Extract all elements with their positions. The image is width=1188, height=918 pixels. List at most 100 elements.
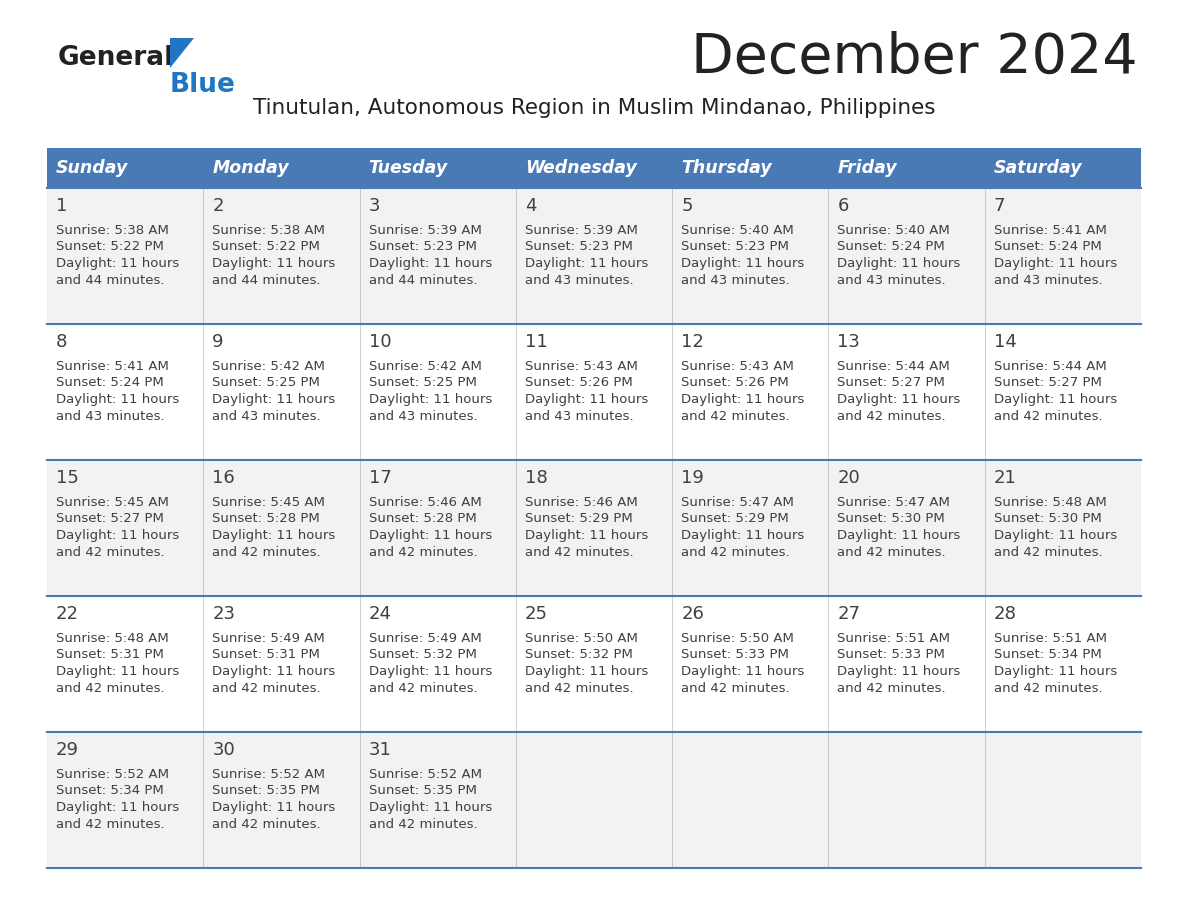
Text: and 43 minutes.: and 43 minutes. bbox=[56, 410, 165, 423]
Text: Monday: Monday bbox=[213, 159, 289, 177]
Text: Sunset: 5:23 PM: Sunset: 5:23 PM bbox=[525, 241, 633, 253]
Bar bbox=[48, 148, 1140, 188]
Text: Sunset: 5:35 PM: Sunset: 5:35 PM bbox=[368, 785, 476, 798]
Text: Sunset: 5:32 PM: Sunset: 5:32 PM bbox=[525, 648, 633, 662]
Text: and 42 minutes.: and 42 minutes. bbox=[525, 682, 633, 696]
Text: 13: 13 bbox=[838, 333, 860, 351]
Text: Daylight: 11 hours: Daylight: 11 hours bbox=[993, 394, 1117, 407]
Text: 19: 19 bbox=[681, 469, 704, 487]
Text: Daylight: 11 hours: Daylight: 11 hours bbox=[368, 258, 492, 271]
Text: Daylight: 11 hours: Daylight: 11 hours bbox=[213, 258, 335, 271]
Text: and 43 minutes.: and 43 minutes. bbox=[525, 274, 633, 287]
Text: 3: 3 bbox=[368, 197, 380, 215]
Text: Sunrise: 5:47 AM: Sunrise: 5:47 AM bbox=[838, 496, 950, 509]
Text: Daylight: 11 hours: Daylight: 11 hours bbox=[838, 394, 961, 407]
Text: Tinutulan, Autonomous Region in Muslim Mindanao, Philippines: Tinutulan, Autonomous Region in Muslim M… bbox=[253, 98, 935, 118]
Text: Sunset: 5:26 PM: Sunset: 5:26 PM bbox=[525, 376, 632, 389]
Text: 27: 27 bbox=[838, 605, 860, 623]
Text: and 44 minutes.: and 44 minutes. bbox=[213, 274, 321, 287]
Text: Sunrise: 5:46 AM: Sunrise: 5:46 AM bbox=[525, 496, 638, 509]
Text: and 42 minutes.: and 42 minutes. bbox=[213, 546, 321, 559]
Text: Sunrise: 5:43 AM: Sunrise: 5:43 AM bbox=[681, 360, 794, 373]
Text: Sunset: 5:33 PM: Sunset: 5:33 PM bbox=[838, 648, 946, 662]
Text: Sunset: 5:29 PM: Sunset: 5:29 PM bbox=[525, 512, 632, 525]
Text: and 43 minutes.: and 43 minutes. bbox=[368, 410, 478, 423]
Text: Sunset: 5:27 PM: Sunset: 5:27 PM bbox=[56, 512, 164, 525]
Text: Sunrise: 5:38 AM: Sunrise: 5:38 AM bbox=[213, 223, 326, 237]
Text: Daylight: 11 hours: Daylight: 11 hours bbox=[368, 666, 492, 678]
Text: Wednesday: Wednesday bbox=[525, 159, 637, 177]
Text: and 43 minutes.: and 43 minutes. bbox=[213, 410, 321, 423]
Text: Daylight: 11 hours: Daylight: 11 hours bbox=[56, 666, 179, 678]
Text: Daylight: 11 hours: Daylight: 11 hours bbox=[213, 394, 335, 407]
Text: Sunset: 5:31 PM: Sunset: 5:31 PM bbox=[56, 648, 164, 662]
Text: Daylight: 11 hours: Daylight: 11 hours bbox=[681, 394, 804, 407]
Text: Sunset: 5:34 PM: Sunset: 5:34 PM bbox=[993, 648, 1101, 662]
Text: Blue: Blue bbox=[170, 72, 236, 98]
Text: Sunrise: 5:41 AM: Sunrise: 5:41 AM bbox=[993, 223, 1106, 237]
Text: Sunset: 5:24 PM: Sunset: 5:24 PM bbox=[993, 241, 1101, 253]
Text: Daylight: 11 hours: Daylight: 11 hours bbox=[525, 530, 649, 543]
Text: 30: 30 bbox=[213, 741, 235, 759]
Text: Sunset: 5:24 PM: Sunset: 5:24 PM bbox=[56, 376, 164, 389]
Text: Daylight: 11 hours: Daylight: 11 hours bbox=[213, 530, 335, 543]
Text: and 43 minutes.: and 43 minutes. bbox=[838, 274, 946, 287]
Text: Sunrise: 5:46 AM: Sunrise: 5:46 AM bbox=[368, 496, 481, 509]
Text: Sunset: 5:22 PM: Sunset: 5:22 PM bbox=[56, 241, 164, 253]
Text: and 42 minutes.: and 42 minutes. bbox=[56, 682, 165, 696]
Text: and 42 minutes.: and 42 minutes. bbox=[681, 682, 790, 696]
Text: Daylight: 11 hours: Daylight: 11 hours bbox=[681, 666, 804, 678]
Text: Sunrise: 5:39 AM: Sunrise: 5:39 AM bbox=[525, 223, 638, 237]
Text: and 43 minutes.: and 43 minutes. bbox=[681, 274, 790, 287]
Text: Sunset: 5:30 PM: Sunset: 5:30 PM bbox=[993, 512, 1101, 525]
Bar bbox=[48, 596, 1140, 732]
Text: Daylight: 11 hours: Daylight: 11 hours bbox=[56, 258, 179, 271]
Text: Sunrise: 5:48 AM: Sunrise: 5:48 AM bbox=[993, 496, 1106, 509]
Text: 4: 4 bbox=[525, 197, 536, 215]
Text: 17: 17 bbox=[368, 469, 392, 487]
Text: Sunrise: 5:45 AM: Sunrise: 5:45 AM bbox=[213, 496, 326, 509]
Text: and 43 minutes.: and 43 minutes. bbox=[993, 274, 1102, 287]
Polygon shape bbox=[170, 38, 194, 68]
Text: General: General bbox=[58, 45, 175, 71]
Text: Sunrise: 5:43 AM: Sunrise: 5:43 AM bbox=[525, 360, 638, 373]
Text: Daylight: 11 hours: Daylight: 11 hours bbox=[525, 258, 649, 271]
Text: Sunrise: 5:51 AM: Sunrise: 5:51 AM bbox=[838, 632, 950, 644]
Text: and 42 minutes.: and 42 minutes. bbox=[681, 410, 790, 423]
Text: Sunrise: 5:47 AM: Sunrise: 5:47 AM bbox=[681, 496, 794, 509]
Text: and 42 minutes.: and 42 minutes. bbox=[993, 546, 1102, 559]
Text: Sunset: 5:29 PM: Sunset: 5:29 PM bbox=[681, 512, 789, 525]
Text: Sunset: 5:33 PM: Sunset: 5:33 PM bbox=[681, 648, 789, 662]
Text: Friday: Friday bbox=[838, 159, 897, 177]
Text: Daylight: 11 hours: Daylight: 11 hours bbox=[56, 394, 179, 407]
Text: Sunrise: 5:39 AM: Sunrise: 5:39 AM bbox=[368, 223, 481, 237]
Text: 2: 2 bbox=[213, 197, 223, 215]
Text: December 2024: December 2024 bbox=[691, 31, 1138, 85]
Text: Sunset: 5:28 PM: Sunset: 5:28 PM bbox=[368, 512, 476, 525]
Text: Sunrise: 5:52 AM: Sunrise: 5:52 AM bbox=[213, 767, 326, 780]
Text: 11: 11 bbox=[525, 333, 548, 351]
Text: Sunset: 5:25 PM: Sunset: 5:25 PM bbox=[368, 376, 476, 389]
Text: 10: 10 bbox=[368, 333, 391, 351]
Text: 23: 23 bbox=[213, 605, 235, 623]
Text: 7: 7 bbox=[993, 197, 1005, 215]
Text: 15: 15 bbox=[56, 469, 78, 487]
Text: and 42 minutes.: and 42 minutes. bbox=[368, 546, 478, 559]
Text: Sunrise: 5:44 AM: Sunrise: 5:44 AM bbox=[838, 360, 950, 373]
Text: Daylight: 11 hours: Daylight: 11 hours bbox=[838, 258, 961, 271]
Text: and 42 minutes.: and 42 minutes. bbox=[993, 410, 1102, 423]
Text: Daylight: 11 hours: Daylight: 11 hours bbox=[56, 530, 179, 543]
Text: 21: 21 bbox=[993, 469, 1017, 487]
Text: 20: 20 bbox=[838, 469, 860, 487]
Text: 24: 24 bbox=[368, 605, 392, 623]
Text: Sunrise: 5:42 AM: Sunrise: 5:42 AM bbox=[213, 360, 326, 373]
Text: and 42 minutes.: and 42 minutes. bbox=[213, 682, 321, 696]
Text: and 42 minutes.: and 42 minutes. bbox=[838, 682, 946, 696]
Text: Sunset: 5:31 PM: Sunset: 5:31 PM bbox=[213, 648, 320, 662]
Text: 31: 31 bbox=[368, 741, 392, 759]
Text: Sunset: 5:24 PM: Sunset: 5:24 PM bbox=[838, 241, 946, 253]
Text: Sunrise: 5:48 AM: Sunrise: 5:48 AM bbox=[56, 632, 169, 644]
Text: and 42 minutes.: and 42 minutes. bbox=[213, 819, 321, 832]
Text: Sunrise: 5:52 AM: Sunrise: 5:52 AM bbox=[56, 767, 169, 780]
Text: 16: 16 bbox=[213, 469, 235, 487]
